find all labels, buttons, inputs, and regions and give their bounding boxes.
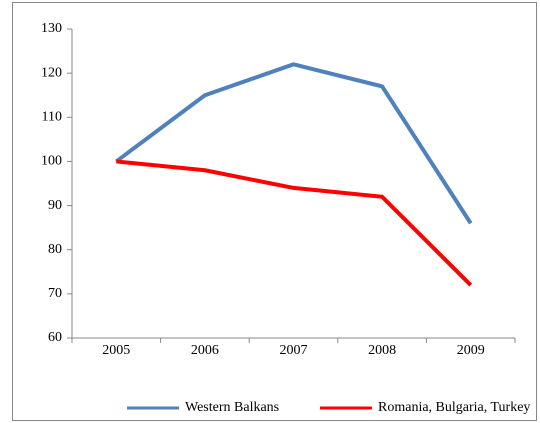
legend-label: Western Balkans [185, 400, 279, 415]
x-tick-label: 2009 [457, 343, 485, 358]
x-tick-label: 2007 [280, 343, 308, 358]
y-tick-label: 70 [48, 286, 62, 301]
x-tick-label: 2008 [368, 343, 396, 358]
y-tick-label: 120 [41, 65, 62, 80]
legend-label: Romania, Bulgaria, Turkey [378, 400, 530, 415]
y-tick-label: 80 [48, 242, 62, 257]
x-tick-label: 2006 [191, 343, 219, 358]
y-tick-label: 110 [42, 110, 62, 125]
y-tick-label: 90 [48, 198, 62, 213]
x-tick-label: 2005 [102, 343, 130, 358]
y-tick-label: 60 [48, 330, 62, 345]
y-tick-label: 100 [41, 154, 62, 169]
y-tick-label: 130 [41, 21, 62, 36]
series-line [115, 62, 473, 225]
series-line [116, 159, 473, 287]
